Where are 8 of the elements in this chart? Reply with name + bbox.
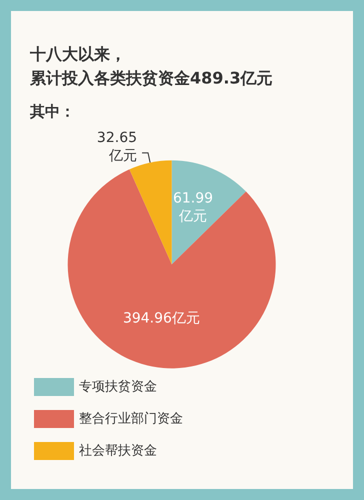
- chart-title: 十八大以来，累计投入各类扶贫资金489.3亿元: [29, 44, 273, 88]
- data-label: 61.99亿元: [173, 190, 214, 225]
- data-label: 394.96亿元: [122, 310, 200, 326]
- legend-label: 社会帮扶资金: [79, 444, 157, 458]
- legend-label: 整合行业部门资金: [79, 410, 183, 426]
- legend-label: 专项扶贫资金: [79, 380, 157, 394]
- data-label: 32.65亿元: [96, 130, 138, 164]
- chart-subtitle: 其中：: [29, 102, 75, 120]
